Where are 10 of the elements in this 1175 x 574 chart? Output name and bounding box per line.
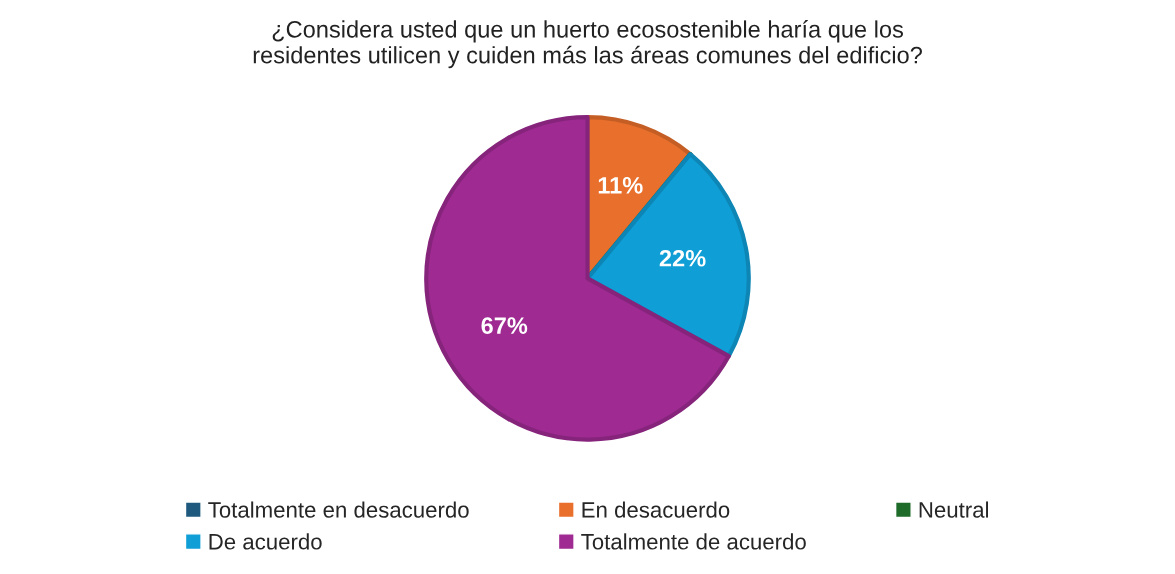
data-label: 67% [481,317,528,334]
data-label: 22% [659,249,706,267]
legend-label: Totalmente de acuerdo [581,533,806,550]
data-label: 11% [598,177,643,194]
chart-title: ¿Considera usted que un huerto ecosostenible haría que los residentes utilicen y cuiden más las áreas comunes del edificio? [253,20,922,69]
legend-label: En desacuerdo [582,501,730,518]
legend-label: Neutral [919,501,989,518]
legend-label: Totalmente en desacuerdo [208,501,469,518]
pie-slice [424,115,731,442]
legend-label: De acuerdo [209,533,322,550]
